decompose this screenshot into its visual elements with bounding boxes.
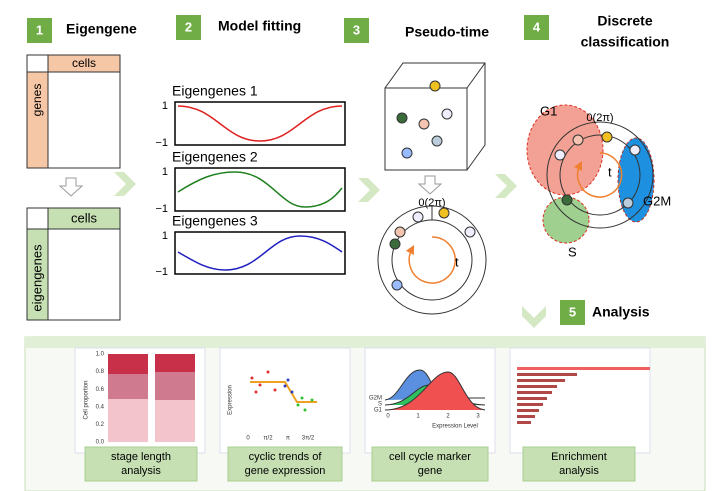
row-label: eigengenes: [29, 244, 44, 312]
tick-label: π/2: [263, 436, 273, 442]
phase-label: S: [568, 244, 577, 259]
tick-label: 1: [162, 100, 168, 112]
caption: cell cycle marker: [389, 451, 471, 463]
fit-panel: Eigengenes 1 1 −1: [155, 83, 346, 149]
step-number: 2: [185, 19, 192, 34]
caption: gene: [418, 465, 442, 477]
tick-label: 1: [162, 166, 168, 178]
tick-label: −1: [155, 266, 168, 278]
row-label: S: [378, 402, 382, 408]
matrix-genes: cells genes: [26, 54, 121, 169]
caption-box: [227, 446, 343, 482]
tick-label: 0: [246, 436, 250, 442]
tick-label: 2: [446, 414, 450, 420]
step-badge: [27, 18, 52, 43]
tick-label: π: [286, 436, 290, 442]
step-label: Discrete: [597, 13, 652, 29]
chevron: [358, 178, 380, 202]
tick-label: 3: [476, 414, 480, 420]
axis-title: Expression: [228, 385, 234, 415]
direction-label: t: [608, 164, 612, 179]
column-label: cells: [71, 210, 98, 225]
origin-label: 0(2π): [586, 112, 613, 124]
tick-label: 0.4: [96, 404, 105, 410]
step-badge: [560, 300, 585, 325]
step-number: 5: [569, 304, 576, 319]
direction-label: t: [455, 254, 459, 269]
column-label: cells: [72, 56, 96, 70]
tick-label: 1.0: [96, 352, 105, 358]
step-label: Model fitting: [218, 18, 301, 34]
row-label: G1: [374, 408, 383, 414]
down-arrow: [417, 175, 443, 195]
thumbnail: Expression: [219, 347, 351, 454]
step-number: 4: [533, 19, 541, 34]
tick-label: 0.2: [96, 422, 105, 428]
step-label: Pseudo-time: [405, 24, 489, 40]
tick-label: 0.6: [96, 387, 105, 393]
step-label: Eigengene: [66, 21, 137, 37]
tick-label: 1: [162, 230, 168, 242]
caption: gene expression: [245, 465, 326, 477]
step-badge: [524, 15, 549, 40]
tick-label: 0.0: [96, 440, 105, 446]
down-arrow: [58, 177, 84, 197]
axis-title: Expression Level: [432, 424, 478, 430]
chevron: [114, 172, 136, 196]
cube: [384, 62, 486, 171]
caption: cyclic trends of: [249, 451, 323, 463]
thumbnail: Expression Level: [364, 347, 496, 454]
caption: analysis: [559, 465, 599, 477]
chevron: [495, 174, 517, 198]
chevron: [522, 306, 546, 328]
thumbnail: [509, 347, 651, 454]
tick-label: −1: [155, 203, 168, 215]
tick-label: 3π/2: [302, 436, 315, 442]
caption: stage length: [111, 451, 171, 463]
phase-label: G1: [540, 103, 557, 118]
row-label: genes: [30, 84, 44, 117]
tick-label: 0.8: [96, 369, 105, 375]
step-badge: [344, 18, 369, 43]
caption: analysis: [121, 465, 161, 477]
origin-label: 0(2π): [418, 197, 445, 209]
step-number: 1: [36, 22, 43, 37]
pseudo-time-circle: 0(2π) t: [377, 197, 487, 315]
panel-title: Eigengenes 1: [172, 83, 258, 99]
step-badge: [176, 15, 201, 40]
caption: Enrichment: [551, 451, 607, 463]
fit-panel: Eigengenes 2 1 −1: [155, 149, 346, 215]
caption-box: [84, 446, 198, 482]
axis-title: Cell proportion: [84, 380, 90, 419]
tick-label: 1: [416, 414, 420, 420]
step-number: 3: [353, 22, 360, 37]
phase-label: G2M: [643, 193, 671, 208]
tick-label: 0: [386, 414, 390, 420]
row-label: G2M: [369, 396, 382, 402]
caption-box: [522, 446, 636, 482]
step-label: Analysis: [592, 304, 650, 320]
analysis-band-top: [25, 337, 705, 348]
matrix-eigengenes: cells eigengenes: [26, 207, 121, 321]
tick-label: −1: [155, 137, 168, 149]
classification-circle: 0(2π) t G1 G2M S: [526, 103, 671, 259]
fit-panel: Eigengenes 3 1 −1: [155, 213, 346, 278]
thumbnail: Cell proportion: [74, 347, 206, 454]
panel-title: Eigengenes 2: [172, 149, 258, 165]
step-label: classification: [581, 34, 670, 50]
caption-box: [371, 446, 489, 482]
panel-title: Eigengenes 3: [172, 213, 258, 229]
